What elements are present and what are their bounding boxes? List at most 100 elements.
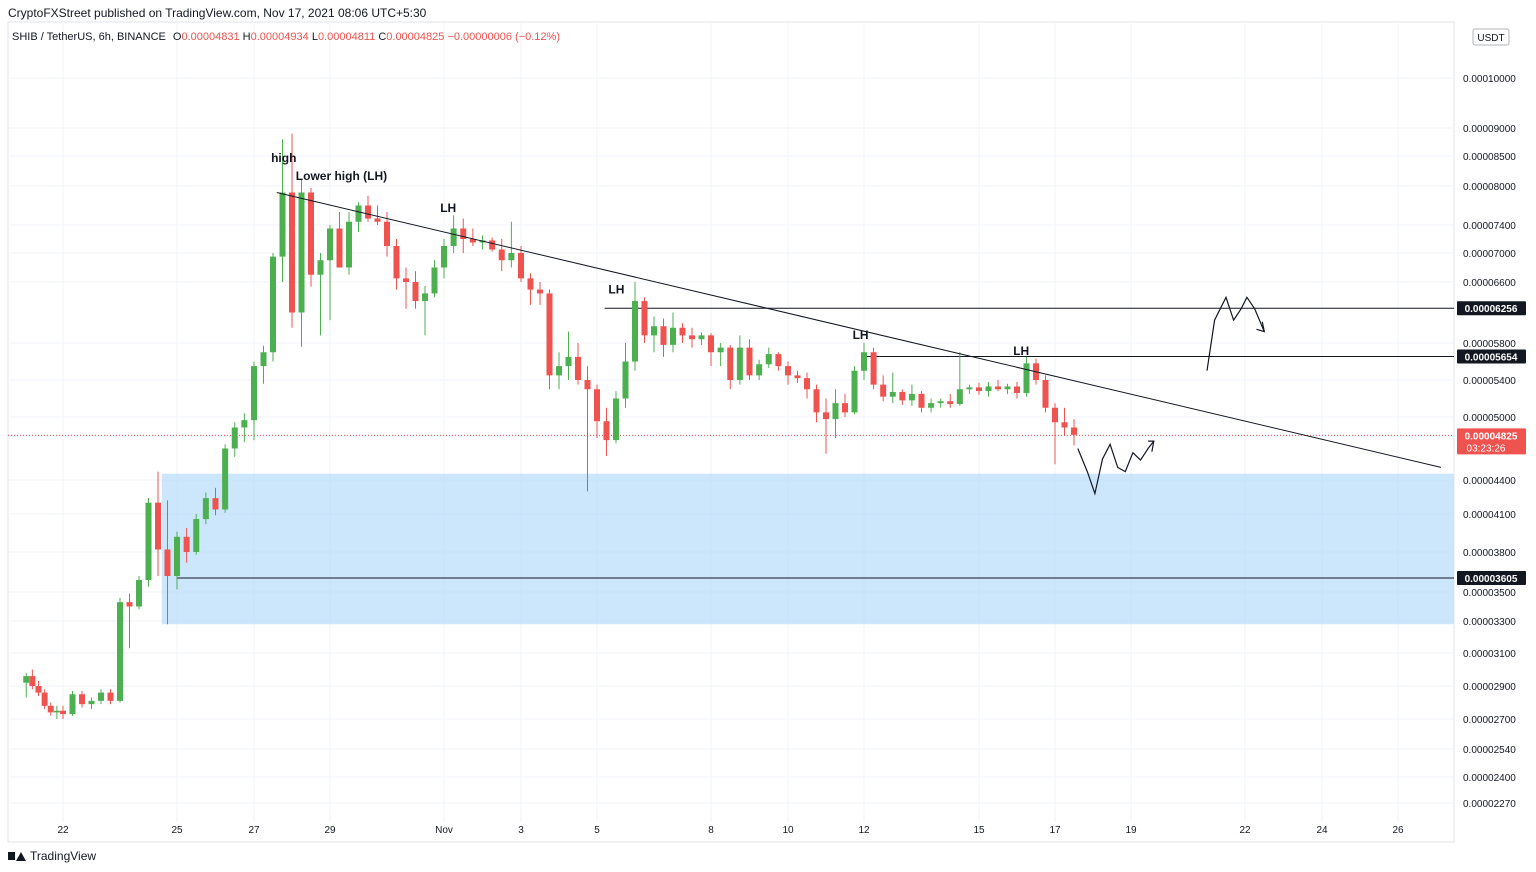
candle[interactable] xyxy=(212,487,219,516)
candle[interactable] xyxy=(717,343,724,367)
candle[interactable] xyxy=(660,318,667,357)
candle[interactable] xyxy=(956,352,963,406)
candle[interactable] xyxy=(298,180,305,347)
candle[interactable] xyxy=(851,366,858,415)
candle[interactable] xyxy=(794,370,801,383)
candle[interactable] xyxy=(842,393,848,417)
candle[interactable] xyxy=(289,133,295,328)
candle[interactable] xyxy=(164,500,171,625)
candle[interactable] xyxy=(346,212,352,275)
candle[interactable] xyxy=(527,273,534,305)
candle[interactable] xyxy=(460,218,467,254)
candle[interactable] xyxy=(995,380,1001,392)
candle[interactable] xyxy=(441,239,447,279)
candle[interactable] xyxy=(498,239,505,272)
candle[interactable] xyxy=(575,343,581,385)
candle[interactable] xyxy=(251,361,257,441)
candle[interactable] xyxy=(193,514,200,555)
candle[interactable] xyxy=(79,690,85,708)
candle[interactable] xyxy=(508,221,515,268)
candle[interactable] xyxy=(355,202,362,232)
candle[interactable] xyxy=(53,705,60,719)
projection-low-path[interactable] xyxy=(1077,440,1155,496)
candle[interactable] xyxy=(976,382,982,395)
candle[interactable] xyxy=(928,398,935,413)
candle[interactable] xyxy=(689,327,695,348)
candle[interactable] xyxy=(823,398,829,454)
candle[interactable] xyxy=(88,697,95,710)
candle[interactable] xyxy=(775,352,782,371)
candle[interactable] xyxy=(98,689,104,705)
candle[interactable] xyxy=(641,297,648,343)
candle[interactable] xyxy=(393,239,400,290)
candle[interactable] xyxy=(756,359,763,380)
candle[interactable] xyxy=(145,498,152,587)
candle[interactable] xyxy=(613,391,619,444)
candle[interactable] xyxy=(537,282,543,305)
price-tag[interactable]: 0.00003605 xyxy=(1457,571,1526,585)
candle[interactable] xyxy=(202,492,209,525)
candle[interactable] xyxy=(126,593,133,649)
candle[interactable] xyxy=(804,372,810,399)
candle[interactable] xyxy=(174,531,180,590)
candle[interactable] xyxy=(270,253,276,362)
candle[interactable] xyxy=(327,225,333,321)
candle[interactable] xyxy=(241,413,248,443)
candle[interactable] xyxy=(565,331,572,380)
candle[interactable] xyxy=(279,139,286,282)
price-tag[interactable]: 0.00006256 xyxy=(1457,301,1526,316)
candle[interactable] xyxy=(1071,419,1077,446)
candle[interactable] xyxy=(985,381,992,397)
candle[interactable] xyxy=(603,407,610,456)
candle[interactable] xyxy=(23,672,30,698)
candle[interactable] xyxy=(670,312,676,353)
candle[interactable] xyxy=(403,267,409,309)
candle[interactable] xyxy=(889,372,896,404)
candle[interactable] xyxy=(107,689,114,705)
candle[interactable] xyxy=(708,333,714,367)
candle[interactable] xyxy=(222,444,229,513)
candle[interactable] xyxy=(899,389,906,405)
candle[interactable] xyxy=(317,253,324,336)
candle[interactable] xyxy=(29,669,36,690)
candle[interactable] xyxy=(412,271,419,309)
candle[interactable] xyxy=(231,422,238,457)
candle[interactable] xyxy=(727,344,734,390)
candle[interactable] xyxy=(832,389,839,438)
candle[interactable] xyxy=(947,393,954,408)
candle[interactable] xyxy=(918,391,925,413)
candle[interactable] xyxy=(632,282,638,371)
candle[interactable] xyxy=(785,361,791,385)
currency-badge[interactable]: USDT xyxy=(1472,28,1510,46)
candle[interactable] xyxy=(35,681,42,696)
candle[interactable] xyxy=(308,187,314,287)
price-tag[interactable]: 0.00005654 xyxy=(1457,349,1526,364)
candle[interactable] xyxy=(1042,375,1049,413)
candle[interactable] xyxy=(1004,383,1011,394)
candle[interactable] xyxy=(518,246,524,282)
candle[interactable] xyxy=(489,237,496,252)
demand-zone-rect[interactable] xyxy=(161,473,1454,625)
candle[interactable] xyxy=(813,384,820,423)
symbol-label[interactable]: SHIB / TetherUS, 6h, BINANCE xyxy=(12,31,166,43)
candle[interactable] xyxy=(384,212,390,257)
candle[interactable] xyxy=(47,702,54,716)
candle[interactable] xyxy=(861,343,867,380)
candle[interactable] xyxy=(155,471,161,576)
candle[interactable] xyxy=(183,527,190,563)
projection-high-path[interactable] xyxy=(1206,295,1265,371)
candle[interactable] xyxy=(260,345,267,384)
candle[interactable] xyxy=(41,689,48,710)
candle[interactable] xyxy=(365,195,371,222)
candle[interactable] xyxy=(622,343,629,408)
candle[interactable] xyxy=(736,335,743,385)
candle[interactable] xyxy=(374,205,381,226)
candle[interactable] xyxy=(117,597,123,703)
candle[interactable] xyxy=(765,347,772,368)
candle[interactable] xyxy=(1061,407,1068,436)
candle[interactable] xyxy=(431,260,438,298)
candle[interactable] xyxy=(60,705,66,719)
candle[interactable] xyxy=(546,289,553,390)
